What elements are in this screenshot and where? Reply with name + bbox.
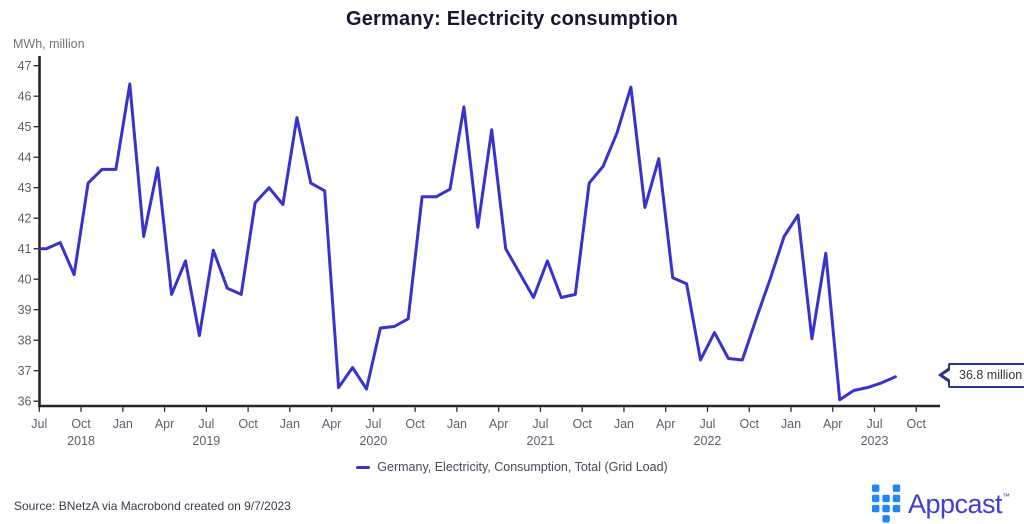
- x-tick-year-label: 2022: [694, 434, 722, 448]
- x-tick-label: Jul: [31, 417, 47, 431]
- appcast-mark-square: [882, 494, 890, 503]
- x-tick-label: Jul: [532, 417, 548, 431]
- x-tick-label: Jul: [365, 417, 381, 431]
- y-tick-label: 43: [18, 181, 32, 195]
- x-tick-year-label: 2018: [67, 434, 95, 448]
- x-tick-label: Oct: [739, 417, 759, 431]
- y-tick-label: 41: [18, 242, 32, 256]
- x-tick-label: Jul: [699, 417, 715, 431]
- x-tick-year-label: 2021: [527, 434, 555, 448]
- x-tick-label: Apr: [656, 417, 675, 431]
- y-tick-label: 45: [18, 120, 32, 134]
- x-tick-label: Jan: [113, 417, 133, 431]
- chart-legend: Germany, Electricity, Consumption, Total…: [0, 460, 1024, 474]
- x-tick-label: Oct: [907, 417, 927, 431]
- y-axis-unit-label: MWh, million: [13, 37, 85, 51]
- y-tick-label: 42: [18, 212, 32, 226]
- x-tick-label: Jan: [280, 417, 300, 431]
- y-tick-label: 38: [18, 334, 32, 348]
- x-tick-label: Apr: [489, 417, 508, 431]
- appcast-mark-square: [892, 494, 901, 503]
- line-chart: 36 37 38 39 40 41 42 43 44 45 46 47 Jul Oct 2018 Jan Apr…: [18, 56, 940, 448]
- appcast-wordmark-text: Appcast: [907, 488, 1003, 519]
- y-tick-label: 44: [18, 151, 32, 165]
- x-tick-label: Jan: [614, 417, 634, 431]
- y-tick-label: 39: [18, 303, 32, 317]
- appcast-mark-icon: [871, 484, 901, 523]
- x-tick-label: Jan: [781, 417, 801, 431]
- appcast-wordmark: Appcast™: [907, 488, 1010, 519]
- appcast-logo: Appcast™: [871, 484, 1010, 524]
- appcast-mark-square: [871, 504, 880, 513]
- x-tick-label: Oct: [405, 417, 425, 431]
- appcast-mark-square: [882, 515, 890, 523]
- x-tick-label: Apr: [322, 417, 341, 431]
- x-tick-label: Oct: [572, 417, 592, 431]
- x-tick-label: Jul: [867, 417, 883, 431]
- x-tick-year-label: 2019: [192, 434, 220, 448]
- callout-text: 36.8 million: [959, 367, 1023, 382]
- x-tick-label: Apr: [823, 417, 842, 431]
- series-line: [39, 82, 897, 402]
- x-tick-year-label: 2020: [359, 434, 387, 448]
- appcast-mark-square: [882, 504, 890, 513]
- chart-title: Germany: Electricity consumption: [345, 8, 679, 30]
- y-tick-label: 36: [18, 395, 32, 409]
- x-tick-label: Jul: [198, 417, 214, 431]
- y-tick-label: 40: [18, 273, 32, 287]
- appcast-mark-square: [892, 504, 901, 513]
- callout-arrow-fill: [943, 369, 952, 382]
- appcast-mark-square: [871, 494, 880, 503]
- y-tick-label: 46: [18, 90, 32, 104]
- appcast-mark-square: [871, 484, 880, 492]
- trademark-symbol: ™: [1002, 491, 1010, 501]
- x-tick-label: Oct: [238, 417, 258, 431]
- y-tick-label: 47: [18, 59, 32, 73]
- x-tick-label: Jan: [447, 417, 467, 431]
- appcast-mark-square: [892, 484, 901, 492]
- legend-line-swatch: [356, 465, 371, 469]
- x-tick-label: Oct: [71, 417, 91, 431]
- x-tick-label: Apr: [155, 417, 174, 431]
- x-tick-year-label: 2023: [861, 434, 889, 448]
- y-tick-label: 37: [18, 364, 32, 378]
- last-value-callout: 36.8 million: [938, 362, 1024, 388]
- legend-label: Germany, Electricity, Consumption, Total…: [377, 460, 668, 474]
- source-note: Source: BNetzA via Macrobond created on …: [14, 499, 291, 513]
